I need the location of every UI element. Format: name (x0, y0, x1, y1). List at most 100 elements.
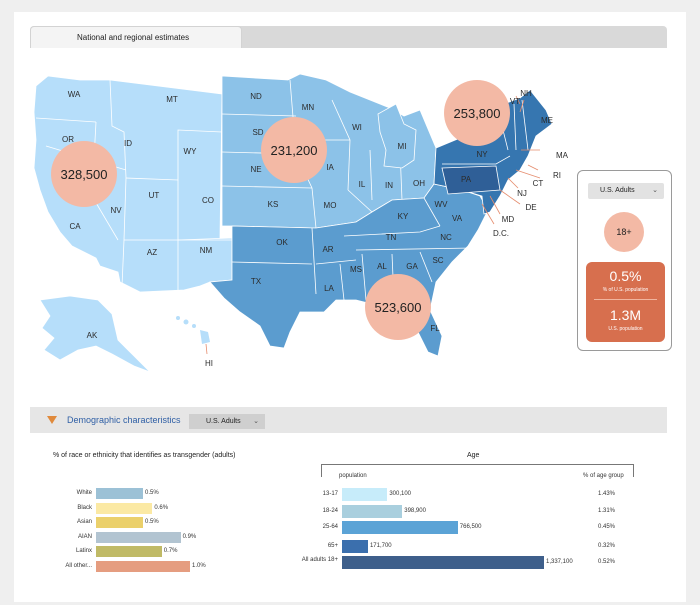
stat-box: 0.5% % of U.S. population 1.3M U.S. popu… (586, 262, 665, 342)
state-label-fl[interactable]: FL (430, 324, 440, 333)
state-label-wv[interactable]: WV (435, 200, 449, 209)
race-label: AIAN (77, 533, 92, 540)
state-label-ut[interactable]: UT (149, 191, 160, 200)
race-value: 0.5% (145, 519, 159, 525)
race-value: 1.0% (192, 562, 206, 569)
age-chart-frame (321, 464, 634, 477)
state-label-ky[interactable]: KY (398, 212, 409, 221)
state-label-dc.[interactable]: D.C. (493, 229, 509, 238)
state-label-wi[interactable]: WI (352, 123, 362, 132)
state-label-nm[interactable]: NM (200, 246, 213, 255)
demographics-title[interactable]: Demographic characteristics (67, 415, 181, 425)
state-label-nv[interactable]: NV (110, 206, 122, 215)
collapse-triangle-icon[interactable] (47, 416, 57, 424)
race-bar[interactable] (96, 517, 143, 528)
population-select[interactable]: U.S. Adults ⌄ (588, 183, 664, 199)
state-label-la[interactable]: LA (324, 284, 334, 293)
race-label: Latinx (75, 548, 92, 554)
state-label-wa[interactable]: WA (68, 90, 81, 99)
race-bar[interactable] (96, 546, 162, 557)
age-bar[interactable] (342, 556, 544, 569)
state-michigan[interactable] (377, 103, 417, 169)
bubble-midwest[interactable] (261, 117, 327, 183)
state-label-in[interactable]: IN (385, 181, 393, 190)
race-value: 0.6% (154, 504, 169, 511)
state-label-hi[interactable]: HI (205, 359, 213, 368)
state-label-ct[interactable]: CT (533, 179, 544, 188)
state-label-al[interactable]: AL (377, 262, 387, 271)
state-label-mi[interactable]: MI (398, 142, 407, 151)
state-label-ri[interactable]: RI (553, 171, 561, 180)
race-bar[interactable] (96, 488, 143, 499)
bubble-south[interactable] (365, 274, 431, 340)
state-label-tx[interactable]: TX (251, 277, 262, 286)
bubble-west[interactable] (51, 141, 117, 207)
state-hawaii[interactable] (176, 316, 210, 344)
state-label-mn[interactable]: MN (302, 103, 315, 112)
state-label-nj[interactable]: NJ (517, 189, 527, 198)
demographics-header (30, 407, 667, 433)
age-label: All adults 18+ (301, 557, 338, 563)
state-label-ak[interactable]: AK (87, 331, 98, 340)
state-label-oh[interactable]: OH (413, 179, 425, 188)
state-label-sc[interactable]: SC (432, 256, 443, 265)
state-label-nc[interactable]: NC (440, 233, 452, 242)
state-label-me[interactable]: ME (541, 116, 553, 125)
age-label: 65+ (327, 543, 338, 549)
age-col-population: population (339, 473, 367, 479)
state-label-mt[interactable]: MT (166, 95, 178, 104)
state-label-az[interactable]: AZ (147, 248, 157, 257)
state-label-sd[interactable]: SD (252, 128, 263, 137)
state-label-ks[interactable]: KS (268, 200, 279, 209)
state-label-tn[interactable]: TN (386, 233, 397, 242)
age-bar[interactable] (342, 521, 458, 534)
age-bar[interactable] (342, 540, 368, 553)
state-label-or[interactable]: OR (62, 135, 74, 144)
bubble-midwest-value: 231,200 (271, 143, 318, 158)
state-label-ga[interactable]: GA (406, 262, 418, 271)
state-label-pa[interactable]: PA (461, 175, 472, 184)
state-label-md[interactable]: MD (502, 215, 515, 224)
northeast-borders (442, 99, 529, 165)
state-label-nh[interactable]: NH (520, 89, 532, 98)
bubble-south-value: 523,600 (375, 300, 422, 315)
south-borders (231, 197, 473, 301)
state-label-vt[interactable]: VT (510, 97, 520, 106)
race-bar[interactable] (96, 502, 153, 514)
race-chart-title: % of race or ethnicity that identifies a… (53, 452, 236, 459)
age-label: 25-64 (322, 524, 338, 530)
age-value: 1,337,100 (546, 559, 573, 565)
state-label-ca[interactable]: CA (69, 222, 81, 231)
state-label-ia[interactable]: IA (326, 163, 334, 172)
state-label-il[interactable]: IL (359, 180, 366, 189)
state-label-ar[interactable]: AR (322, 245, 333, 254)
age-percent: 1.43% (598, 491, 616, 497)
state-label-id[interactable]: ID (124, 139, 132, 148)
age-bar[interactable] (342, 505, 403, 518)
percent-label: % of U.S. population (602, 287, 649, 293)
state-label-ms[interactable]: MS (350, 265, 362, 274)
state-label-co[interactable]: CO (202, 196, 214, 205)
age-group-badge[interactable]: 18+ (604, 212, 644, 252)
age-chart-title: Age (467, 452, 480, 459)
demographics-select[interactable]: U.S. Adults ⌄ (189, 414, 265, 429)
state-label-mo[interactable]: MO (324, 201, 337, 210)
state-label-de[interactable]: DE (525, 203, 536, 212)
state-label-nd[interactable]: ND (250, 92, 262, 101)
state-label-va[interactable]: VA (452, 214, 463, 223)
state-alaska[interactable] (39, 295, 151, 373)
bubble-west-value: 328,500 (61, 167, 108, 182)
tab-national-regional[interactable]: National and regional estimates (30, 26, 242, 48)
bubble-northeast[interactable] (444, 80, 510, 146)
chevron-down-icon: ⌄ (253, 418, 259, 425)
age-label: 13-17 (322, 491, 338, 497)
state-label-ny[interactable]: NY (476, 150, 488, 159)
state-label-wy[interactable]: WY (184, 147, 198, 156)
state-label-ok[interactable]: OK (276, 238, 288, 247)
age-bar[interactable] (342, 488, 388, 501)
state-label-ma[interactable]: MA (556, 151, 569, 160)
age-value: 171,700 (369, 543, 392, 549)
race-bar[interactable] (96, 531, 181, 543)
race-bar[interactable] (96, 560, 190, 572)
state-label-ne[interactable]: NE (250, 165, 261, 174)
